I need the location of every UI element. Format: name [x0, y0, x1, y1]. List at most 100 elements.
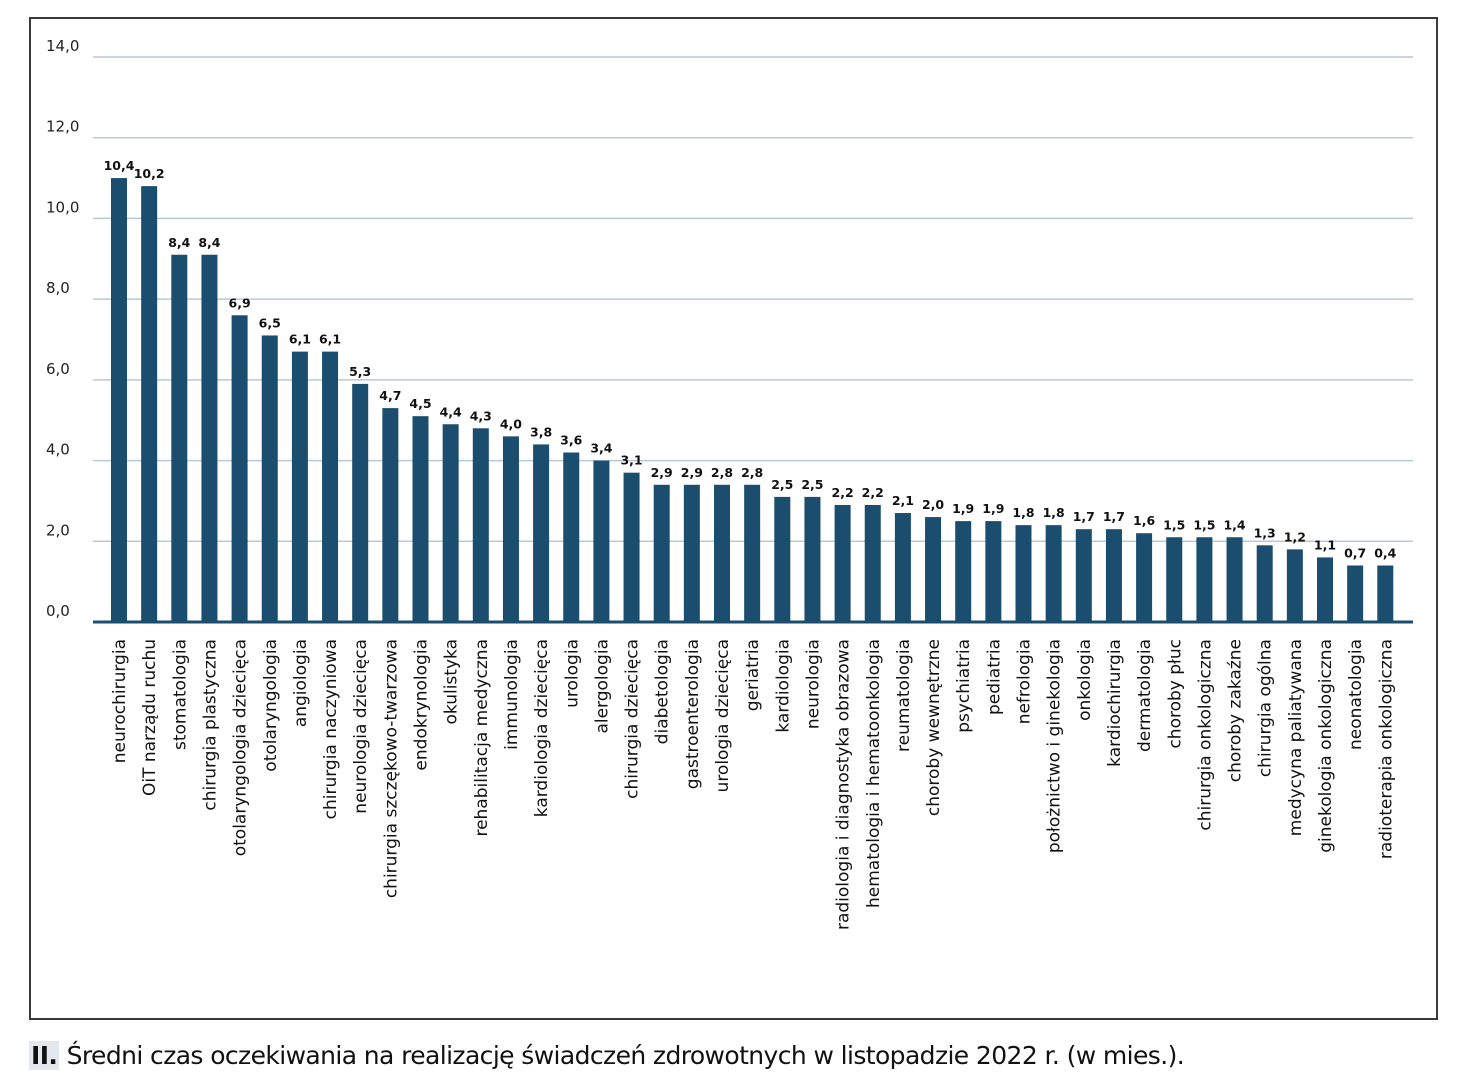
bar [804, 496, 821, 622]
value-label: 1,5 [1193, 517, 1215, 532]
bar [1196, 537, 1213, 622]
category-label: neurologia [803, 639, 823, 729]
bar [623, 472, 640, 622]
category-label: geriatria [743, 639, 763, 711]
bar [1226, 537, 1243, 622]
bar [985, 521, 1002, 622]
bar [925, 517, 942, 622]
y-tick-label: 2,0 [46, 521, 70, 539]
bar [1045, 525, 1062, 622]
value-label: 1,8 [1012, 505, 1034, 520]
value-label: 2,2 [832, 485, 854, 500]
value-label: 1,4 [1223, 517, 1245, 532]
value-label: 0,4 [1374, 546, 1396, 561]
bar [322, 351, 339, 622]
bar [1317, 557, 1333, 622]
value-label: 3,6 [560, 433, 582, 448]
value-label: 2,5 [801, 477, 823, 492]
category-label: ginekologia onkologiczna [1316, 639, 1336, 853]
category-label: alergologia [592, 639, 612, 734]
bar [593, 460, 610, 622]
category-label: psychiatria [954, 639, 974, 733]
value-label: 1,5 [1163, 517, 1185, 532]
bar [653, 484, 670, 622]
value-label: 2,0 [922, 497, 944, 512]
value-label: 2,2 [862, 485, 884, 500]
category-label: choroby zakaźne [1226, 639, 1246, 782]
category-label: otolaryngologia dziecięca [231, 639, 251, 856]
category-label: rehabilitacja medyczna [472, 639, 492, 837]
category-label: okulistyka [442, 639, 462, 725]
bar [955, 521, 972, 622]
category-label: dermatologia [1135, 639, 1155, 752]
category-label: onkologia [1075, 639, 1095, 721]
bar [1256, 545, 1273, 622]
value-label: 4,4 [440, 404, 462, 419]
bar [1015, 525, 1032, 622]
category-label: neurochirurgia [110, 639, 130, 763]
bar [1075, 529, 1092, 622]
value-label: 1,2 [1284, 529, 1306, 544]
bar [864, 504, 881, 622]
value-label: 8,4 [198, 235, 220, 250]
category-label: neurologia dziecięca [351, 639, 371, 814]
value-label: 3,8 [530, 424, 552, 439]
value-label: 0,7 [1344, 546, 1366, 561]
category-label: OiT narządu ruchu [140, 639, 160, 796]
bar [774, 496, 791, 622]
category-label: chirurgia ogólna [1256, 639, 1276, 777]
y-tick-label: 6,0 [46, 360, 70, 378]
value-label: 3,4 [590, 441, 612, 456]
category-label: chirurgia szczękowo-twarzowa [381, 639, 401, 898]
bar [1105, 529, 1122, 622]
value-label: 6,5 [259, 315, 281, 330]
value-label: 6,1 [319, 332, 341, 347]
category-label: medycyna paliatywana [1286, 639, 1306, 836]
category-label: diabetologia [653, 639, 673, 744]
value-label: 4,0 [500, 416, 522, 431]
value-label: 2,9 [681, 465, 703, 480]
bar [201, 254, 218, 622]
value-label: 3,1 [620, 453, 642, 468]
caption-number: II. [29, 1041, 60, 1070]
category-label: endokrynologia [412, 639, 432, 771]
caption-text: Średni czas oczekiwania na realizację św… [59, 1041, 1185, 1070]
figure-caption: II. Średni czas oczekiwania na realizacj… [29, 1036, 1185, 1076]
category-label: radioterapia onkologiczna [1376, 639, 1396, 859]
category-label: nefrologia [1015, 639, 1035, 724]
bar [442, 424, 459, 622]
bar [291, 351, 308, 622]
category-label: kardiologia [773, 639, 793, 733]
category-label: neonatologia [1346, 639, 1366, 750]
bar [382, 408, 399, 622]
value-labels: 10,410,2 8,4 8,4 6,9 6,5 6,1 6,1 5,3 4,7 4,5 4,4 4,… [104, 158, 1397, 560]
bar [744, 484, 761, 622]
bar [1166, 537, 1183, 622]
category-label: chirurgia onkologiczna [1195, 639, 1215, 831]
value-label: 1,7 [1103, 509, 1125, 524]
bar [894, 513, 911, 622]
value-label: 2,1 [892, 493, 914, 508]
bar [111, 178, 127, 623]
bar [1286, 549, 1303, 622]
y-tick-label: 12,0 [46, 118, 79, 136]
bar [533, 444, 550, 622]
category-label: położnictwo i ginekologia [1045, 639, 1065, 853]
value-label: 4,7 [379, 388, 401, 403]
category-label: pediatria [984, 639, 1004, 715]
bar [502, 436, 519, 622]
bar [714, 484, 730, 622]
chart-frame: 0,0 2,0 4,0 6,0 8,0 10,0 12,0 14,0 10,4 10,2 8,4 8… [29, 17, 1438, 1020]
y-tick-label: 4,0 [46, 441, 70, 459]
category-label: otolaryngologia [261, 639, 281, 772]
bar [683, 484, 700, 622]
y-tick-label: 0,0 [46, 602, 70, 620]
category-labels: neurochirurgia OiT narządu ruchu stomatolo… [110, 639, 1396, 930]
y-axis-ticks: 0,0 2,0 4,0 6,0 8,0 10,0 12,0 14,0 [46, 37, 79, 620]
value-label: 6,9 [229, 295, 251, 310]
bar [231, 315, 248, 622]
bar [171, 254, 188, 622]
bar [563, 452, 580, 622]
category-label: kardiochirurgia [1105, 639, 1125, 767]
category-label: kardiologia dziecięca [532, 639, 552, 817]
